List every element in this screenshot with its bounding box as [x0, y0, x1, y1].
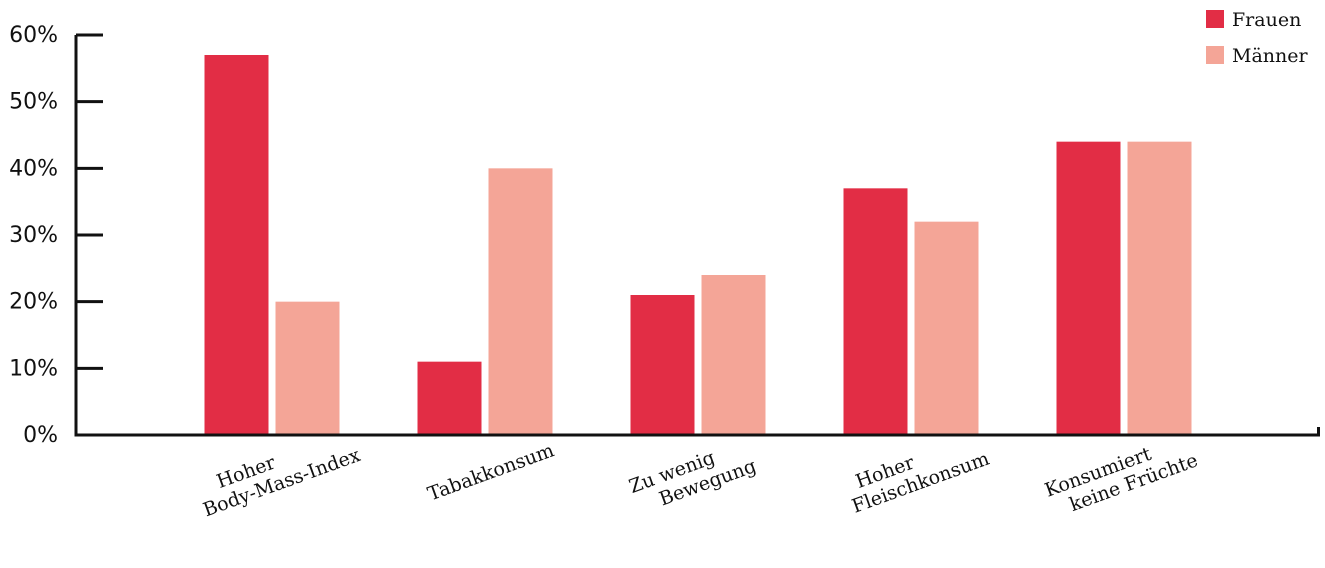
- bar-frauen-3: [843, 188, 908, 434]
- bar-frauen-0: [204, 55, 269, 434]
- legend-swatch: [1206, 10, 1224, 28]
- y-tick-label: 0%: [23, 423, 58, 448]
- legend-swatch: [1206, 46, 1224, 64]
- legend-label: Männer: [1232, 45, 1309, 67]
- category-label: Tabakkonsum: [425, 439, 557, 505]
- bar-frauen-1: [417, 361, 482, 434]
- y-tick-label: 60%: [9, 23, 58, 48]
- legend-label: Frauen: [1232, 9, 1301, 31]
- y-tick-label: 10%: [9, 356, 58, 381]
- bar-mnner-2: [701, 275, 766, 434]
- bar-mnner-1: [488, 168, 553, 434]
- bars: [204, 55, 1192, 434]
- y-tick-label: 30%: [9, 223, 58, 248]
- bar-mnner-0: [275, 301, 340, 434]
- bar-frauen-2: [630, 295, 695, 434]
- bar-frauen-4: [1056, 141, 1121, 434]
- y-tick-label: 50%: [9, 90, 58, 115]
- bar-mnner-3: [914, 221, 979, 434]
- bar-mnner-4: [1127, 141, 1192, 434]
- axes: 0% 10% 20% 30% 40% 50% 60%: [9, 23, 1320, 448]
- y-tick-label: 40%: [9, 156, 58, 181]
- category-label-line: Tabakkonsum: [425, 439, 557, 505]
- legend: Frauen Männer: [1206, 9, 1309, 67]
- y-tick-label: 20%: [9, 290, 58, 315]
